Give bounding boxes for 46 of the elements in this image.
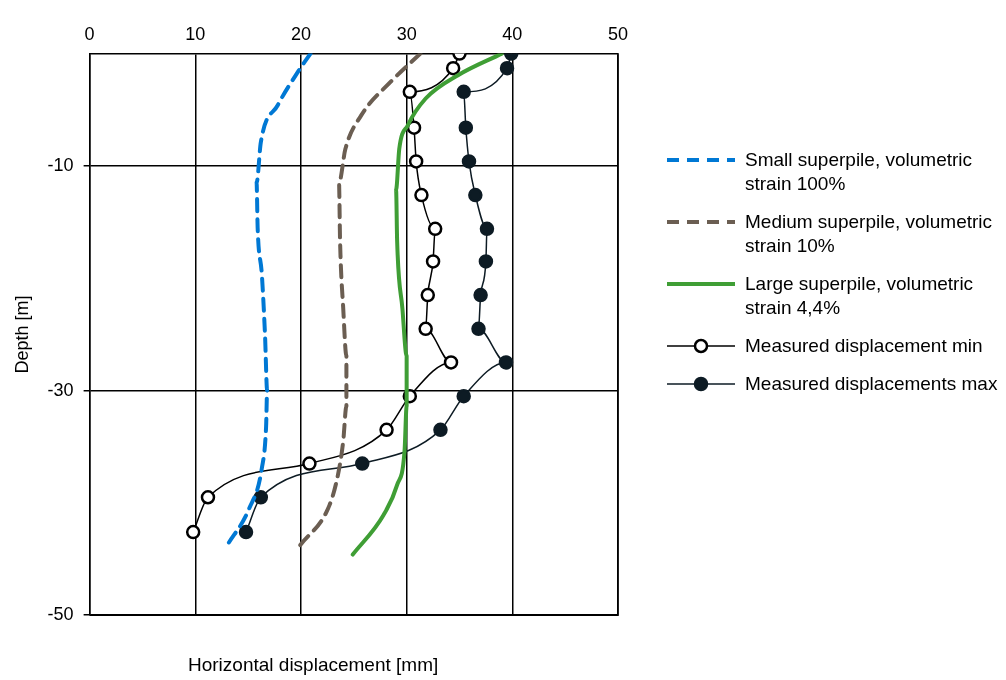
point [456,388,471,404]
x-axis-title: Horizontal displacement [mm] [188,654,439,676]
point [443,355,459,370]
point [253,490,269,505]
x-tick-label: 20 [290,23,311,44]
x-tick-label: 40 [502,23,523,44]
point [418,321,433,337]
legend-label: Large superpile, volumetric strain 4,4% [745,272,975,320]
x-tick-label: 50 [607,23,629,44]
x-tick-label: 10 [185,23,206,44]
point [355,456,370,471]
point [420,287,436,303]
point [471,321,486,337]
line-series [297,53,423,548]
point [425,254,441,269]
legend-label: Small superpile, volumetric strain 100% [745,148,974,196]
point [473,287,488,303]
point [302,456,317,471]
point [456,84,471,100]
point [200,490,216,505]
point [408,154,424,169]
point [185,524,201,540]
point [458,120,474,135]
point [468,187,483,203]
point [461,154,477,169]
point [414,187,429,203]
point [238,524,254,540]
line-series [350,53,504,557]
point [379,422,394,438]
x-tick-label: 0 [84,23,95,44]
point [445,60,461,76]
legend-label: Measured displacement min [745,334,984,358]
point [427,221,443,237]
x-tick-label: 30 [396,23,417,44]
legend-label: Measured displacements max [745,372,999,396]
point [498,355,514,370]
legend-label: Medium superpile, volumetric strain 10% [745,210,994,258]
point [499,60,515,76]
point [479,221,495,237]
point [433,422,448,438]
point [478,254,494,269]
y-tick-label: -50 [47,604,74,625]
y-tick-label: -10 [47,154,74,175]
y-tick-label: -30 [47,379,74,400]
point [402,84,418,100]
y-axis-title: Depth [m] [11,295,32,374]
